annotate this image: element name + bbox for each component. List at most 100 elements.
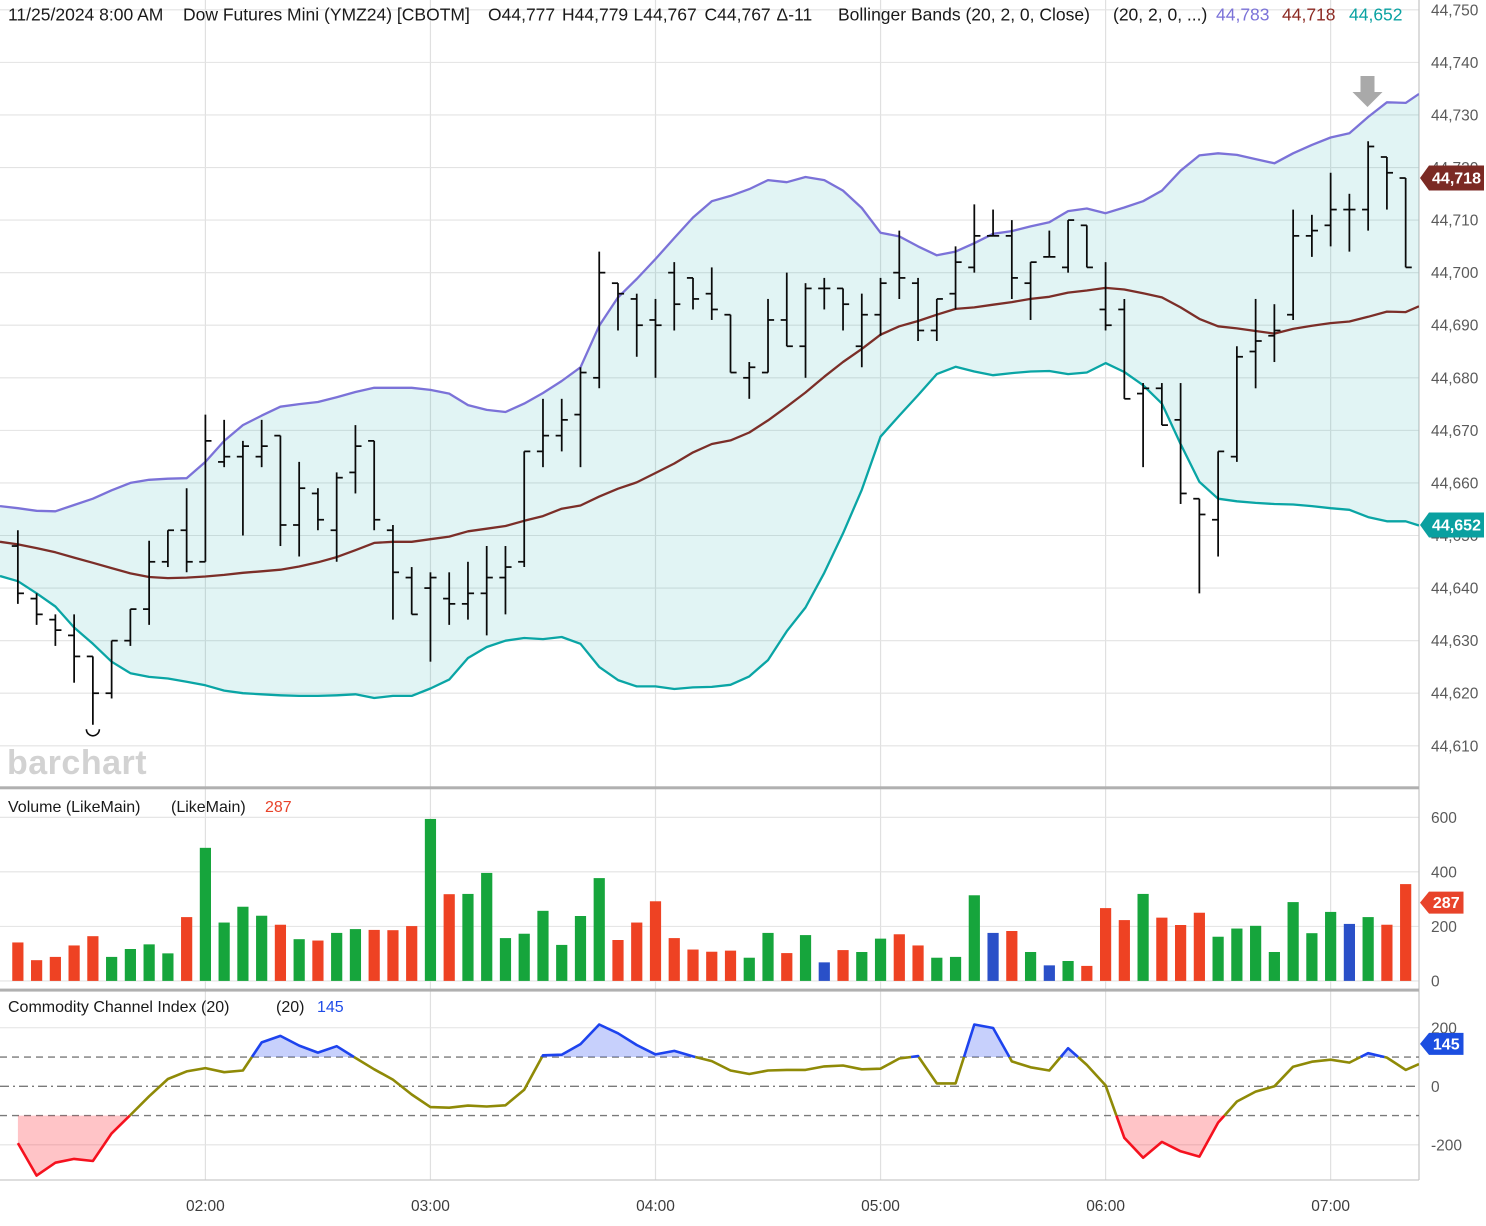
bollinger-middle-line bbox=[0, 286, 1419, 580]
volume-bar bbox=[724, 950, 737, 981]
ohlc-bar bbox=[443, 572, 456, 625]
volume-bar bbox=[143, 944, 155, 981]
volume-bar bbox=[443, 894, 455, 981]
ohlc-bar bbox=[649, 298, 662, 378]
volume-bar bbox=[1268, 951, 1280, 981]
cci-line bbox=[1008, 1056, 1062, 1072]
ohlc-bar bbox=[724, 313, 737, 374]
title-segment: 44,652 bbox=[1349, 5, 1403, 25]
ohlc-bar bbox=[611, 282, 625, 331]
cci-badge-text: 145 bbox=[1433, 1036, 1460, 1053]
volume-bar bbox=[1156, 917, 1168, 981]
cci-label: Commodity Channel Index (20) (20) 145 bbox=[8, 999, 344, 1016]
ohlc-bar bbox=[368, 440, 381, 531]
volume-bar bbox=[1343, 923, 1355, 981]
cci-panel bbox=[0, 1023, 1419, 1177]
volume-label: Volume (LikeMain) (LikeMain) 287 bbox=[8, 799, 292, 816]
ohlc-bar bbox=[893, 230, 906, 299]
cci-badge: 145 bbox=[1420, 1032, 1464, 1055]
ohlc-bar bbox=[1380, 156, 1394, 210]
cci-badge-shape bbox=[1420, 1032, 1464, 1055]
volume-bar bbox=[912, 945, 924, 981]
cci-overbought-fill bbox=[964, 1024, 1010, 1057]
ohlc-bar bbox=[311, 488, 325, 531]
volume-bar bbox=[237, 906, 249, 981]
ohlc-bar bbox=[593, 251, 606, 389]
cci-line-overbought bbox=[540, 1023, 696, 1059]
volume-bar bbox=[949, 956, 962, 981]
scroll-to-latest-button[interactable] bbox=[1352, 76, 1383, 107]
time-axis-label: 05:00 bbox=[861, 1198, 900, 1215]
volume-bar bbox=[274, 924, 287, 981]
volume-badge: 287 bbox=[1420, 891, 1464, 914]
ohlc-bar bbox=[274, 434, 287, 547]
session-low-marker bbox=[85, 729, 101, 737]
price-axis-label: 44,680 bbox=[1431, 370, 1479, 387]
volume-bar bbox=[574, 916, 587, 981]
cci-line-overbought bbox=[1059, 1046, 1079, 1058]
volume-bar bbox=[68, 945, 80, 981]
volume-bar bbox=[687, 949, 699, 981]
ohlc-bar bbox=[499, 546, 512, 615]
price-badge: 44,652 bbox=[1420, 512, 1484, 538]
cci-line-oversold bbox=[16, 1114, 131, 1177]
ohlc-bar bbox=[49, 614, 62, 646]
volume-bar bbox=[218, 922, 230, 981]
volume-bar bbox=[799, 935, 812, 981]
ohlc-bar bbox=[1212, 450, 1225, 557]
cci-label-part: Commodity Channel Index (20) bbox=[8, 999, 229, 1016]
volume-bar bbox=[1381, 924, 1393, 981]
price-axis-label: 44,640 bbox=[1431, 581, 1479, 598]
volume-bar bbox=[968, 895, 980, 981]
ohlc-bar bbox=[836, 287, 850, 331]
ohlc-bar bbox=[293, 461, 306, 557]
volume-bar bbox=[293, 939, 305, 981]
ohlc-bar bbox=[236, 440, 250, 536]
ohlc-bar bbox=[874, 277, 887, 336]
volume-bar bbox=[331, 932, 343, 981]
volume-bar bbox=[1099, 908, 1112, 981]
ohlc-bar bbox=[761, 298, 775, 374]
volume-bar bbox=[1175, 925, 1187, 981]
price-axis-label: 44,630 bbox=[1431, 633, 1479, 650]
ohlc-bar bbox=[1061, 219, 1075, 273]
volume-bar bbox=[49, 956, 61, 981]
volume-bar bbox=[1043, 965, 1055, 981]
ohlc-bar bbox=[968, 204, 981, 273]
bollinger-lower-line bbox=[0, 361, 1419, 700]
volume-badge-text: 287 bbox=[1433, 895, 1460, 912]
ohlc-bar bbox=[86, 655, 99, 725]
ohlc-bars bbox=[11, 141, 1412, 737]
volume-bar bbox=[1137, 893, 1149, 981]
volume-bar bbox=[893, 934, 905, 981]
chart-title: 11/25/2024 8:00 AM Dow Futures Mini (YMZ2… bbox=[8, 5, 1403, 25]
ohlc-bar bbox=[1080, 224, 1093, 269]
volume-bar bbox=[181, 917, 193, 981]
volume-bar bbox=[1400, 884, 1412, 981]
ohlc-bar bbox=[161, 529, 174, 568]
volume-bar bbox=[706, 951, 718, 981]
price-badge: 44,718 bbox=[1420, 165, 1484, 191]
ohlc-bar bbox=[1268, 304, 1281, 363]
cci-line-overbought bbox=[1359, 1051, 1385, 1059]
price-badge-shape bbox=[1420, 165, 1484, 191]
volume-bar bbox=[462, 893, 474, 981]
volume-bar bbox=[593, 878, 605, 981]
ohlc-bar bbox=[405, 567, 418, 616]
ohlc-bar bbox=[986, 209, 1000, 237]
ohlc-bar bbox=[105, 639, 118, 699]
ohlc-bar bbox=[1174, 383, 1187, 504]
volume-bar bbox=[1231, 928, 1243, 981]
down-arrow-icon-stem bbox=[1360, 76, 1375, 93]
volume-bar bbox=[256, 915, 268, 981]
ohlc-bar bbox=[743, 362, 756, 399]
panel-divider bbox=[0, 988, 1419, 992]
ohlc-bar bbox=[1287, 209, 1300, 320]
ohlc-bar bbox=[124, 608, 137, 646]
volume-bar bbox=[537, 910, 549, 981]
volume-bar bbox=[781, 953, 793, 981]
ohlc-bar bbox=[199, 414, 212, 563]
volume-axis-label: 0 bbox=[1431, 973, 1440, 990]
volume-label-part: (LikeMain) bbox=[171, 799, 246, 816]
